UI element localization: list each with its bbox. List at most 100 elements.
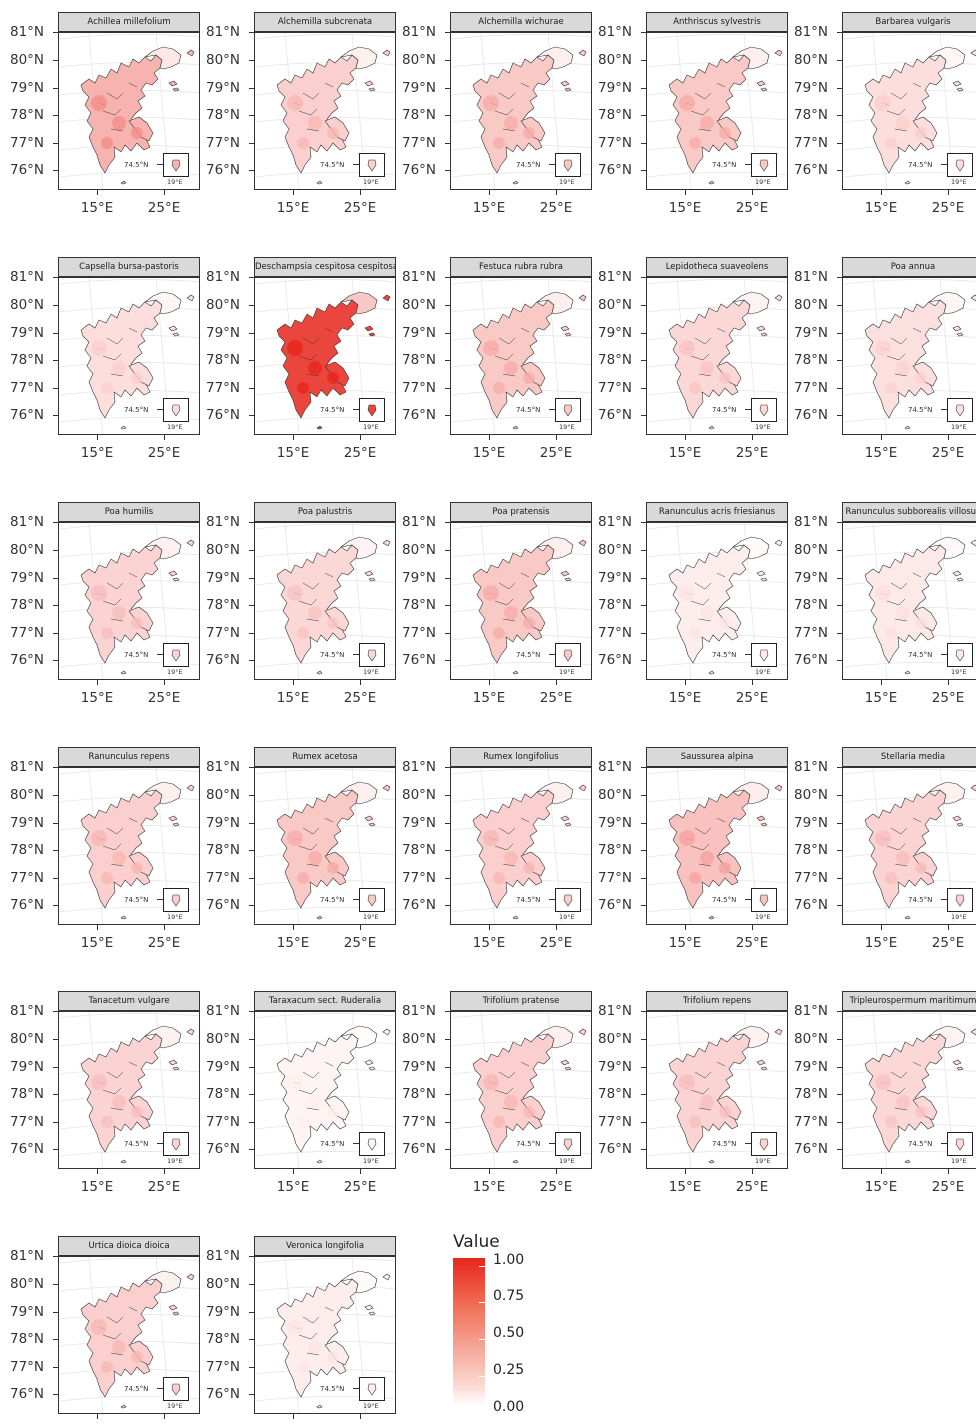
fjord-line [498,1071,516,1079]
latitude-label: 80°N [794,297,829,313]
latitude-tick [249,143,254,144]
latitude-label: 81°N [598,759,633,775]
longitude-label: 15°E [276,1179,310,1195]
fjord-line [912,1061,922,1067]
longitude-label: 25°E [343,445,377,461]
fjord-line [694,92,712,100]
fjord-line [102,353,122,361]
svalbard-map [843,33,976,189]
latitude-label: 80°N [598,297,633,313]
latitude-tick [53,1039,58,1040]
latitude-tick [249,360,254,361]
latitude-tick [249,878,254,879]
value-patch [504,606,518,620]
longitude-label: 15°E [864,935,898,951]
latitude-tick [53,1067,58,1068]
inset-tick [157,899,163,900]
land-polygon [668,299,751,419]
longitude-label: 25°E [147,200,181,216]
map-panel: Stellaria media 81°N 80°N 79°N 78°N 77°N 76°N 1… [784,747,976,977]
map-plot-area: 74.5°N 19°E [58,522,200,680]
legend-tick-mark [479,1266,485,1267]
graticule-latitude-line [843,145,976,151]
graticule-latitude-line [451,797,591,803]
map-panel: Alchemilla subcrenata 81°N 80°N 79°N 78°N 77°… [196,12,396,242]
inset-tick [549,654,555,655]
inset-tick [745,1143,751,1144]
inset-map-bear-island [359,1132,385,1156]
longitude-label: 25°E [147,690,181,706]
inset-island-shape [955,1138,965,1151]
latitude-label: 77°N [794,625,829,641]
longitude-tick [881,680,882,685]
fjord-line [102,1087,122,1095]
graticule-latitude-line [59,524,199,530]
latitude-tick [249,170,254,171]
latitude-label: 77°N [598,380,633,396]
inset-tick [157,409,163,410]
svalbard-map [843,768,976,924]
latitude-tick [53,878,58,879]
land-polygon [760,577,768,582]
longitude-label: 15°E [864,690,898,706]
inset-map-bear-island [359,888,385,912]
land-polygon [928,781,966,805]
latitude-label: 77°N [794,135,829,151]
panel-title: Capsella bursa-pastoris [58,257,200,277]
longitude-tick [164,1169,165,1174]
fjord-line [912,82,922,88]
inset-latitude-label: 74.5°N [516,896,541,904]
latitude-tick [445,905,450,906]
latitude-label: 79°N [402,1059,437,1075]
latitude-label: 77°N [598,625,633,641]
inset-longitude-label: 19°E [167,1402,183,1410]
land-polygon [560,325,570,332]
map-plot-area: 74.5°N 19°E [254,1256,396,1414]
latitude-label: 76°N [402,1141,437,1157]
latitude-label: 79°N [598,1059,633,1075]
latitude-tick [445,333,450,334]
inset-longitude-label: 19°E [363,1402,379,1410]
inset-island-shape [367,1383,377,1396]
latitude-tick [249,1039,254,1040]
svalbard-map [255,768,395,924]
map-plot-area: 74.5°N 19°E [450,32,592,190]
fjord-line [106,1316,124,1324]
longitude-label: 15°E [268,1424,318,1426]
inset-longitude-label: 19°E [167,423,183,431]
map-plot-area: 74.5°N 19°E [58,1256,200,1414]
latitude-label: 76°N [206,162,241,178]
map-panel: Urtica dioica dioica 81°N 80°N 79°N 78°N 77°N… [0,1236,200,1426]
latitude-label: 81°N [206,1003,241,1019]
land-polygon [564,577,572,582]
land-polygon [364,1304,374,1311]
fjord-line [886,598,906,606]
latitude-label: 79°N [206,570,241,586]
value-patch [308,116,322,130]
inset-map-bear-island [555,398,581,422]
latitude-tick [445,1122,450,1123]
latitude-tick [53,1367,58,1368]
longitude-tick [293,1169,294,1174]
fjord-line [912,327,922,333]
latitude-label: 81°N [10,24,45,40]
land-polygon [864,789,947,909]
fjord-line [498,582,516,590]
inset-longitude-label: 19°E [755,423,771,431]
land-polygon [340,536,378,560]
inset-latitude-label: 74.5°N [124,651,149,659]
longitude-tick [97,1169,98,1174]
land-polygon [472,54,555,174]
inset-longitude-label: 19°E [755,178,771,186]
panel-title: Alchemilla subcrenata [254,12,396,32]
fjord-line [894,128,908,132]
fjord-line [102,108,122,116]
legend-tick-mark [479,1404,485,1405]
land-polygon [172,87,180,92]
latitude-tick [249,60,254,61]
latitude-tick [249,1011,254,1012]
land-polygon [956,332,964,337]
inset-longitude-label: 19°E [559,1157,575,1165]
value-patch [915,617,927,629]
inset-longitude-label: 19°E [755,913,771,921]
